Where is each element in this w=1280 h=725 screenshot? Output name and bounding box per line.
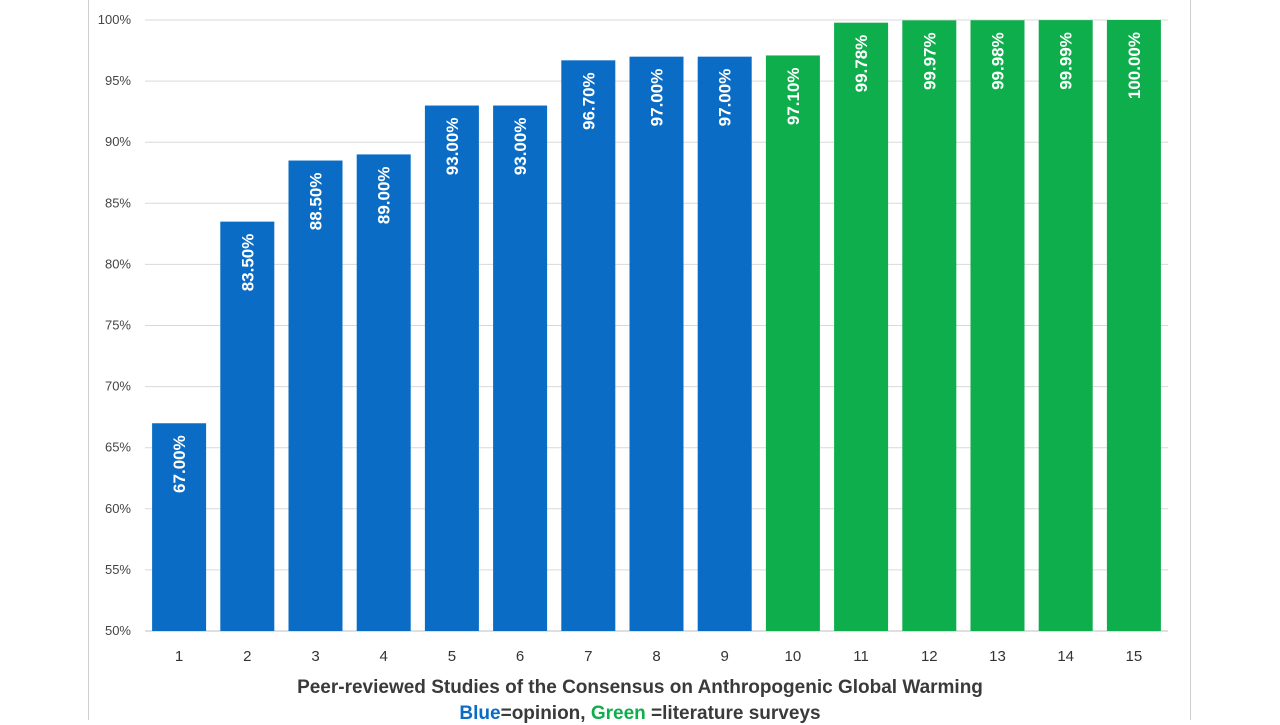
bar [765, 55, 820, 632]
y-tick-label: 80% [105, 256, 131, 271]
y-tick-label: 100% [98, 12, 132, 27]
y-tick-label: 70% [105, 379, 131, 394]
y-tick-label: 85% [105, 195, 131, 210]
bar-value-label: 99.97% [920, 32, 939, 90]
bar-value-label: 89.00% [375, 166, 394, 224]
bar [288, 160, 343, 631]
x-tick-label: 11 [853, 648, 869, 665]
bar [834, 22, 889, 631]
frame-left-border [88, 0, 89, 720]
x-tick-label: 1 [175, 648, 183, 665]
bar [1038, 20, 1093, 632]
bar [629, 56, 684, 632]
y-tick-label: 95% [105, 73, 131, 88]
x-tick-label: 4 [380, 648, 388, 665]
x-tick-label: 5 [448, 648, 456, 665]
bar [152, 423, 207, 631]
y-tick-label: 55% [105, 562, 131, 577]
x-tick-label: 2 [243, 648, 251, 665]
legend-green-text: =literature surveys [645, 703, 821, 724]
bar-value-label: 100.00% [1125, 32, 1144, 99]
bar-value-label: 99.78% [852, 35, 871, 93]
bar [220, 221, 275, 631]
y-tick-label: 60% [105, 501, 131, 516]
legend: Blue=opinion, Green =literature surveys [0, 703, 1280, 725]
x-axis-title: Peer-reviewed Studies of the Consensus o… [297, 677, 983, 698]
bar [356, 154, 411, 632]
x-tick-label: 10 [785, 648, 802, 665]
x-tick-label: 12 [921, 648, 938, 665]
bar [1106, 20, 1161, 631]
x-tick-label: 3 [311, 648, 319, 665]
bar-value-label: 96.70% [579, 72, 598, 130]
x-tick-label: 7 [584, 648, 592, 665]
bar-value-label: 97.10% [784, 67, 803, 125]
y-tick-label: 75% [105, 318, 131, 333]
x-tick-label: 6 [516, 648, 524, 665]
x-tick-label: 8 [652, 648, 660, 665]
bar-value-label: 88.50% [307, 173, 326, 231]
bar-value-label: 93.00% [511, 118, 530, 176]
x-tick-label: 15 [1126, 648, 1143, 665]
bar [902, 20, 957, 632]
y-tick-label: 50% [105, 623, 131, 638]
bar [493, 105, 548, 632]
bar-value-label: 67.00% [170, 435, 189, 493]
x-tick-label: 9 [721, 648, 729, 665]
bar [697, 56, 752, 632]
bar-value-label: 93.00% [443, 118, 462, 176]
bar-value-label: 99.98% [989, 32, 1008, 90]
legend-blue-word: Blue [459, 703, 501, 724]
bar-value-label: 97.00% [648, 69, 667, 127]
bar-value-label: 99.99% [1057, 32, 1076, 90]
bar [424, 105, 479, 632]
legend-blue-text: =opinion, [500, 703, 591, 724]
y-tick-label: 90% [105, 134, 131, 149]
bar [970, 20, 1025, 632]
x-tick-label: 13 [989, 648, 1006, 665]
bar [561, 60, 616, 632]
bar-value-label: 97.00% [716, 69, 735, 127]
legend-green-word: Green [590, 703, 646, 724]
frame-right-border [1190, 0, 1191, 720]
x-tick-label: 14 [1057, 648, 1074, 665]
y-tick-label: 65% [105, 440, 131, 455]
bar-value-label: 83.50% [238, 234, 257, 292]
